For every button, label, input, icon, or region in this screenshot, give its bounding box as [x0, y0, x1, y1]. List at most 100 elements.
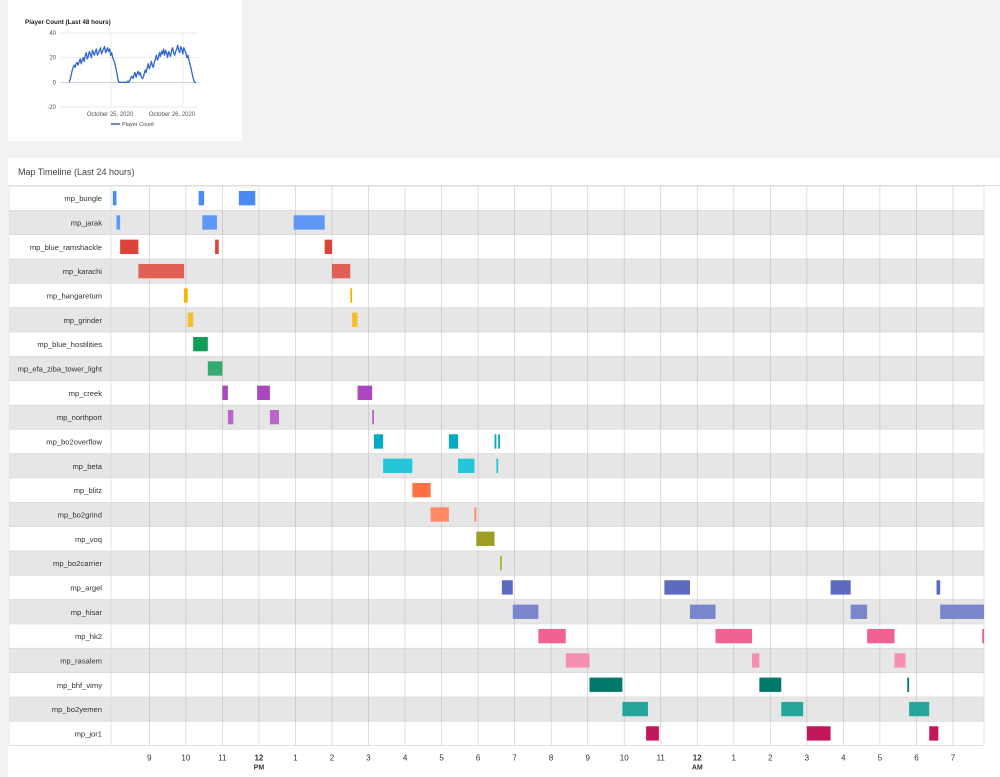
timeline-bar-mp-jarak [202, 215, 217, 230]
timeline-x-tick: 4 [841, 754, 846, 763]
player-chart-x-tick: October 25, 2020 [87, 112, 134, 118]
timeline-bar-mp-hisar [850, 604, 868, 619]
timeline-bar-mp-blue-hostilities [193, 336, 208, 352]
timeline-bar-mp-argel [936, 580, 941, 595]
timeline-bar-mp-creek [357, 385, 373, 400]
timeline-row-background [9, 331, 984, 357]
timeline-x-tick-period: PM [254, 765, 265, 772]
timeline-row-label: mp_creek [69, 389, 103, 398]
timeline-bar-mp-jarak [116, 215, 121, 230]
timeline-row-label: mp_bo2carrier [53, 559, 102, 568]
timeline-row-label: mp_hangaretum [47, 291, 102, 300]
timeline-bar-mp-northport [269, 409, 280, 425]
timeline-row-background [9, 672, 984, 697]
timeline-bar-mp-bo2yemen [781, 701, 804, 717]
timeline-bar-mp-beta [383, 458, 413, 473]
timeline-row-background [9, 234, 984, 259]
player-count-series-line [68, 44, 196, 83]
timeline-bar-mp-bo2yemen [622, 701, 648, 717]
timeline-row-label: mp_rasalem [60, 656, 102, 665]
timeline-row-background [9, 648, 984, 673]
player-chart-legend-label: Player Count [122, 122, 154, 128]
timeline-bar-mp-jor1 [806, 726, 831, 741]
timeline-bar-mp-hisar [689, 604, 716, 619]
timeline-bar-mp-beta [458, 458, 475, 473]
timeline-bar-mp-hk2 [538, 628, 566, 644]
timeline-bar-mp-hisar [512, 604, 539, 619]
timeline-bar-mp-voq [476, 531, 495, 546]
timeline-row-background [9, 429, 984, 454]
timeline-row-label: mp_bo2grind [58, 510, 102, 519]
timeline-bar-mp-efa-ziba-tower-light [207, 361, 223, 376]
timeline-row-label: mp_grinder [64, 316, 103, 325]
timeline-bar-mp-creek [257, 385, 270, 400]
timeline-row-background [9, 477, 984, 503]
timeline-x-tick: 6 [476, 754, 481, 763]
timeline-row-label: mp_bo2overflow [46, 437, 102, 446]
player-count-card: Player Count (Last 48 hours) 40 20 0 -20 Octo… [8, 0, 242, 141]
timeline-row-label: mp_bhf_vimy [57, 681, 102, 690]
timeline-bar-mp-blue-ramshackle [215, 239, 219, 254]
timeline-row-background [9, 721, 984, 746]
timeline-bar-mp-bhf-vimy [589, 677, 623, 692]
player-chart-title: Player Count (Last 48 hours) [25, 19, 111, 26]
timeline-bar-mp-grinder [352, 312, 358, 327]
map-timeline-header-divider [8, 185, 1000, 186]
timeline-row-label: mp_northport [57, 413, 103, 422]
timeline-row-label: mp_hisar [71, 608, 103, 617]
timeline-bar-mp-bo2grind [474, 507, 477, 522]
timeline-x-tick: 10 [620, 754, 629, 763]
timeline-x-tick: 2 [768, 754, 773, 763]
timeline-row-label: mp_beta [72, 462, 102, 471]
timeline-bar-mp-jor1 [646, 726, 659, 741]
timeline-row-background [9, 283, 984, 308]
timeline-bar-mp-hangaretum [184, 288, 188, 303]
timeline-row-label: mp_efa_ziba_tower_light [18, 364, 103, 373]
player-chart-y-tick: 0 [53, 80, 57, 86]
player-count-chart: Player Count (Last 48 hours) 40 20 0 -20 Octo… [25, 19, 198, 128]
timeline-x-tick: 1 [732, 754, 737, 763]
timeline-x-tick: 9 [585, 754, 590, 763]
timeline-bar-mp-bo2carrier [500, 555, 502, 571]
timeline-row-background [9, 186, 984, 211]
timeline-bar-mp-hk2 [982, 628, 984, 644]
player-chart-y-tick: 40 [49, 31, 56, 37]
timeline-x-tick: 12 [254, 754, 263, 763]
timeline-bar-mp-beta [496, 458, 499, 473]
timeline-bar-mp-blue-ramshackle [324, 239, 332, 254]
timeline-row-label: mp_jor1 [75, 729, 102, 738]
timeline-bar-mp-hangaretum [350, 288, 353, 303]
player-chart-y-tick: 20 [49, 56, 56, 62]
timeline-x-tick: 3 [366, 754, 371, 763]
timeline-x-tick: 6 [914, 754, 919, 763]
timeline-x-tick: 10 [181, 754, 190, 763]
timeline-row-label: mp_karachi [63, 267, 103, 276]
timeline-x-tick: 3 [805, 754, 810, 763]
timeline-x-tick: 2 [330, 754, 335, 763]
timeline-row-background [9, 502, 984, 527]
timeline-row-label: mp_hk2 [75, 632, 102, 641]
timeline-bar-mp-bo2overflow [494, 434, 497, 449]
timeline-row-label: mp_blitz [74, 486, 102, 495]
timeline-bar-mp-karachi [138, 263, 185, 279]
timeline-x-tick: 12 [693, 754, 702, 763]
timeline-row-label: mp_blue_ramshackle [30, 243, 102, 252]
timeline-row-background [9, 307, 984, 332]
timeline-bar-mp-argel [830, 580, 851, 595]
timeline-x-tick-period: AM [692, 765, 703, 772]
timeline-row-background [9, 623, 984, 649]
timeline-bar-mp-argel [664, 580, 690, 595]
timeline-x-tick: 5 [878, 754, 883, 763]
timeline-x-tick: 5 [439, 754, 444, 763]
timeline-x-tick: 8 [549, 754, 554, 763]
timeline-x-tick: 7 [512, 754, 517, 763]
timeline-bar-mp-blue-ramshackle [120, 239, 139, 254]
timeline-x-tick: 11 [657, 754, 666, 763]
timeline-row-label: mp_argel [70, 583, 102, 592]
timeline-bar-mp-bungle [198, 191, 205, 206]
timeline-row-background [9, 696, 984, 722]
player-chart-x-tick: October 26, 2020 [149, 112, 196, 118]
timeline-row-label: mp_bungle [64, 194, 102, 203]
timeline-bar-mp-jor1 [929, 726, 939, 741]
timeline-bar-mp-argel [501, 580, 513, 595]
